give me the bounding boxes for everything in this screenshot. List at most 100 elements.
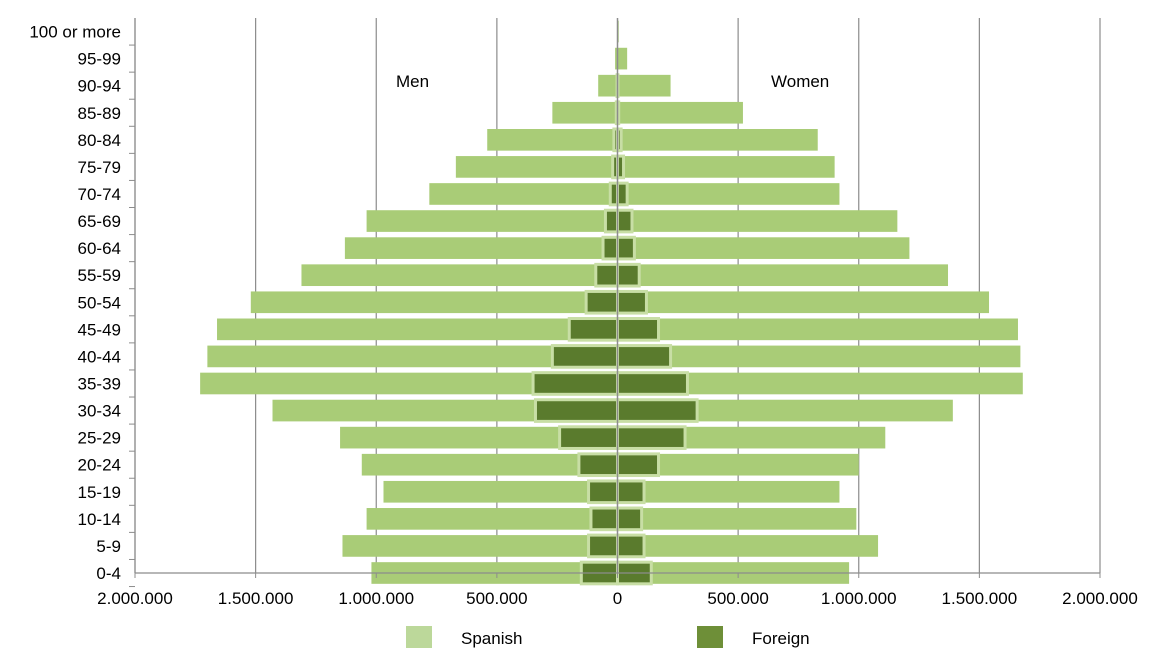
bar-foreign-women-20-24 [616,452,661,478]
bar-foreign-men-50-54 [584,289,620,315]
bar-spanish-men-70-74 [429,183,618,205]
bar-spanish-men-85-89 [552,101,618,124]
legend: Spanish Foreign [406,626,810,648]
bar-spanish-women-5-9 [617,535,879,557]
bar-spanish-women-90-94 [617,74,671,97]
y-tick-label-40-44: 40-44 [78,347,121,366]
x-tick-label-7: 1.500.000 [942,589,1018,608]
axes [129,18,1101,588]
x-tick-label-8: 2.000.000 [1062,589,1138,608]
y-tick-label-0-4: 0-4 [96,564,121,583]
bar-foreign-men-15-19 [587,479,619,505]
bar-spanish-women-85-89 [617,101,743,124]
bar-spanish-women-95-99 [617,47,628,70]
bar-spanish-women-70-74 [617,183,840,205]
x-tick-label-0: 2.000.000 [97,589,173,608]
bar-spanish-women-80-84 [617,129,818,151]
bar-spanish-women-20-24 [617,453,859,476]
bar-spanish-men-80-84 [487,129,618,151]
bar-spanish-women-60-64 [617,237,910,259]
bar-spanish-men-40-44 [207,345,618,368]
bar-foreign-men-30-34 [533,398,619,423]
bar-spanish-men-25-29 [340,426,618,449]
bar-spanish-men-45-49 [217,318,618,341]
bar-foreign-men-20-24 [577,452,620,478]
men-annotation: Men [396,72,429,91]
bar-spanish-women-45-49 [617,318,1018,341]
y-tick-label-95-99: 95-99 [78,50,121,69]
bar-spanish-women-10-14 [617,508,857,530]
bar-spanish-men-60-64 [344,237,618,259]
bar-foreign-women-55-59 [616,262,641,288]
bar-spanish-men-65-69 [366,210,618,232]
y-tick-label-85-89: 85-89 [78,104,121,123]
y-tick-label-65-69: 65-69 [78,212,121,231]
bar-foreign-women-35-39 [616,371,689,396]
bar-foreign-women-30-34 [616,398,699,423]
y-tick-label-100 or more: 100 or more [29,23,121,42]
bar-foreign-men-60-64 [601,235,620,261]
bar-spanish-men-55-59 [301,264,618,287]
bar-spanish-women-50-54 [617,291,990,314]
bar-foreign-women-50-54 [616,289,648,315]
bar-foreign-women-25-29 [616,425,687,450]
legend-swatch-spanish [406,626,432,648]
bar-spanish-men-50-54 [250,291,618,314]
bar-spanish-men-30-34 [272,399,618,422]
bar-foreign-men-65-69 [603,208,619,234]
y-tick-label-50-54: 50-54 [78,293,121,312]
bar-foreign-men-45-49 [567,317,619,342]
y-tick-label-75-79: 75-79 [78,158,121,177]
spanish-bars [200,20,1023,584]
y-tick-label-25-29: 25-29 [78,429,121,448]
bar-foreign-women-5-9 [616,533,646,559]
bar-spanish-men-90-94 [598,74,618,97]
y-tick-label-10-14: 10-14 [78,510,121,529]
y-tick-label-15-19: 15-19 [78,483,121,502]
bar-foreign-women-10-14 [616,506,644,532]
x-tick-label-1: 1.500.000 [218,589,294,608]
bar-spanish-men-10-14 [366,508,618,530]
y-tick-label-35-39: 35-39 [78,374,121,393]
y-tick-label-5-9: 5-9 [96,537,121,556]
x-tick-label-4: 0 [613,589,622,608]
bar-foreign-men-40-44 [550,344,619,369]
bar-foreign-men-35-39 [531,371,619,396]
bar-spanish-men-15-19 [383,480,618,503]
x-tick-label-2: 1.000.000 [338,589,414,608]
bar-foreign-men-25-29 [558,425,619,450]
y-tick-label-80-84: 80-84 [78,131,121,150]
bar-spanish-women-15-19 [617,480,840,503]
y-tick-label-20-24: 20-24 [78,456,121,475]
x-tick-label-3: 500.000 [466,589,527,608]
bar-foreign-women-70-74 [616,181,629,207]
bar-spanish-men-5-9 [342,535,618,557]
bar-spanish-men-75-79 [455,156,618,178]
bar-foreign-women-15-19 [616,479,646,505]
bar-foreign-women-45-49 [616,317,661,342]
bar-spanish-women-75-79 [617,156,835,178]
bar-foreign-women-40-44 [616,344,673,369]
y-tick-label-60-64: 60-64 [78,239,121,258]
bar-foreign-men-55-59 [594,262,619,288]
bar-foreign-men-5-9 [587,533,619,559]
bar-foreign-women-65-69 [616,208,634,234]
bar-spanish-women-65-69 [617,210,898,232]
bar-foreign-men-10-14 [589,506,620,532]
y-tick-label-55-59: 55-59 [78,266,121,285]
y-tick-label-30-34: 30-34 [78,402,121,421]
bar-spanish-men-20-24 [361,453,618,476]
bar-spanish-women-35-39 [617,372,1023,395]
y-tick-label-70-74: 70-74 [78,185,121,204]
x-tick-labels: 2.000.000 1.500.000 1.000.000 500.000 0 500.0… [97,589,1138,608]
y-tick-label-90-94: 90-94 [78,77,121,96]
bar-spanish-women-55-59 [617,264,949,287]
legend-swatch-foreign [697,626,723,648]
bar-spanish-women-40-44 [617,345,1021,368]
bar-spanish-men-95-99 [615,47,618,70]
x-tick-label-5: 500.000 [707,589,768,608]
y-tick-label-45-49: 45-49 [78,320,121,339]
bar-foreign-women-75-79 [616,154,626,180]
bar-spanish-women-30-34 [617,399,953,422]
